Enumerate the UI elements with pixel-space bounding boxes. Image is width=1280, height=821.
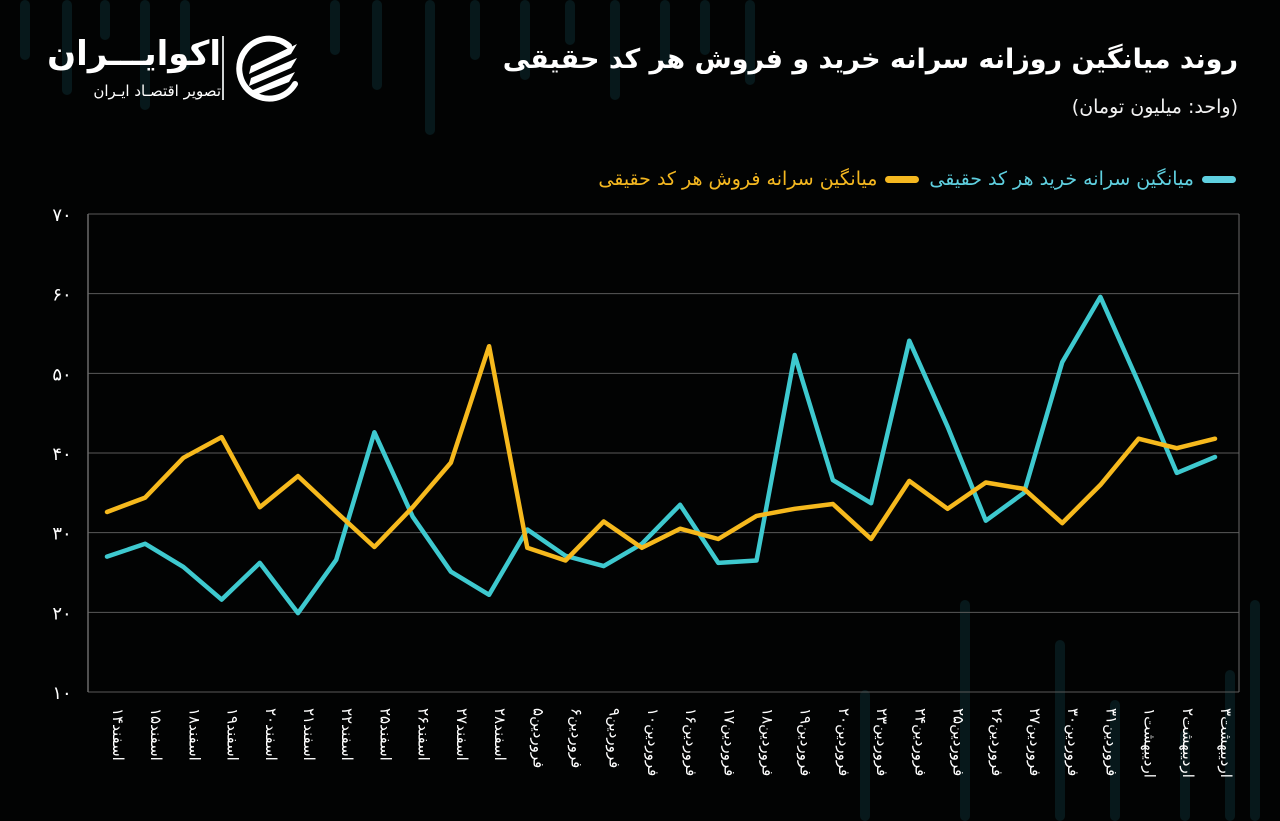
x-tick-label: اسفند۲۵	[376, 708, 394, 761]
x-tick-label: اسفند۱۸	[185, 708, 203, 761]
x-tick-label: اسفند۲۸	[491, 708, 509, 761]
x-tick-label: فروردین۹	[606, 708, 624, 768]
logo-divider	[222, 36, 224, 100]
x-tick-label: اسفند۲۰	[262, 708, 280, 761]
x-tick-label: فروردین۱۷	[720, 708, 738, 776]
x-tick-label: اسفند۱۵	[147, 708, 165, 761]
logo-tagline: تصویر اقتصـاد ایـران	[93, 82, 221, 100]
x-tick-label: اردیبهشت۳	[1217, 708, 1235, 778]
y-tick-label: ۵۰	[52, 364, 71, 385]
x-tick-label: فروردین۲۴	[911, 708, 929, 776]
x-tick-label: اسفند۱۹	[224, 708, 242, 761]
logo-name: اکوایـــران	[47, 34, 221, 74]
x-tick-label: فروردین۳۰	[1064, 708, 1082, 776]
x-tick-label: فروردین۲۰	[835, 708, 853, 776]
legend-item-sell: میانگین سرانه فروش هر کد حقیقی	[598, 168, 920, 190]
x-tick-label: اسفند۲۱	[300, 708, 318, 761]
y-tick-label: ۱۰	[52, 683, 71, 704]
x-tick-label: اردیبهشت۱	[1141, 708, 1159, 778]
x-tick-label: فروردین۱۹	[797, 708, 815, 776]
x-tick-label: فروردین۱۶	[682, 708, 700, 776]
logo: اکوایـــران تصویر اقتصـاد ایـران	[40, 30, 315, 110]
x-tick-label: اسفند۲۷	[453, 708, 471, 761]
x-tick-label: فروردین۲۵	[950, 708, 968, 776]
x-tick-label: فروردین۲۷	[1026, 708, 1044, 776]
x-tick-label: اسفند۱۴	[109, 708, 127, 761]
legend-swatch-sell	[885, 175, 920, 183]
legend-item-buy: میانگین سرانه خرید هر کد حقیقی	[929, 168, 1236, 190]
y-tick-label: ۷۰	[52, 205, 71, 226]
x-tick-label: فروردین۱۸	[759, 708, 777, 776]
x-tick-label: فروردین۱۰	[644, 708, 662, 776]
y-tick-label: ۴۰	[52, 444, 71, 465]
x-tick-label: فروردین۳۱	[1102, 708, 1120, 776]
y-tick-label: ۶۰	[52, 285, 71, 306]
y-tick-label: ۲۰	[52, 603, 71, 624]
y-tick-label: ۳۰	[52, 524, 71, 545]
legend-swatch-buy	[1202, 175, 1236, 183]
chart-title: روند میانگین روزانه سرانه خرید و فروش هر…	[502, 44, 1238, 75]
x-tick-label: اسفند۲۲	[338, 708, 356, 761]
legend-label-buy: میانگین سرانه خرید هر کد حقیقی	[929, 168, 1194, 190]
series-line-buy	[104, 294, 1218, 616]
series-line-sell	[104, 343, 1218, 563]
x-tick-label: اسفند۲۶	[415, 708, 433, 761]
ecoiran-logo-icon	[236, 35, 298, 102]
x-tick-label: فروردین۲۶	[988, 708, 1006, 776]
x-tick-label: فروردین۶	[567, 708, 585, 768]
x-tick-label: اردیبهشت۲	[1179, 708, 1197, 778]
x-tick-label: فروردین۵	[529, 708, 547, 768]
chart-legend: میانگین سرانه خرید هر کد حقیقی میانگین س…	[598, 168, 1236, 190]
x-tick-label: فروردین۲۳	[873, 708, 891, 776]
legend-label-sell: میانگین سرانه فروش هر کد حقیقی	[598, 168, 878, 190]
chart-subtitle: (واحد: میلیون تومان)	[1071, 96, 1238, 118]
